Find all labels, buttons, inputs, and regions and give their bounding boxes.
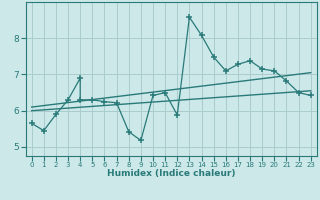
- X-axis label: Humidex (Indice chaleur): Humidex (Indice chaleur): [107, 169, 236, 178]
